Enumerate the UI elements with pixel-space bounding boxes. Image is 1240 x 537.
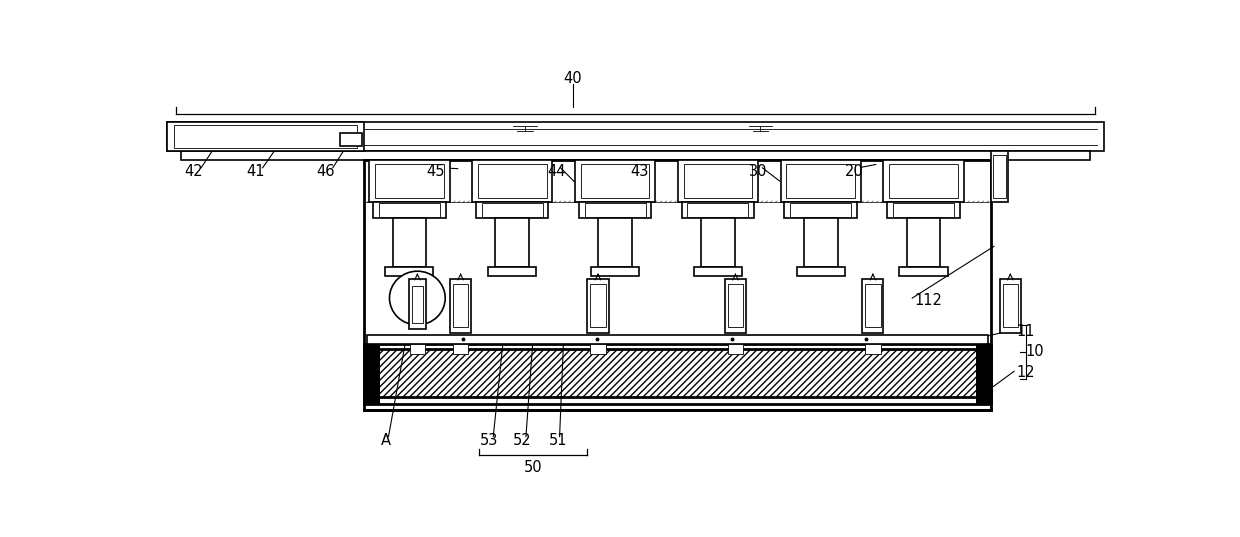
Bar bbox=[365, 161, 991, 410]
Bar bbox=[889, 164, 957, 198]
Bar bbox=[976, 344, 991, 403]
Text: 46: 46 bbox=[316, 164, 335, 179]
Bar bbox=[683, 164, 753, 198]
Text: 50: 50 bbox=[523, 460, 542, 475]
Bar bbox=[862, 279, 883, 333]
Bar bbox=[906, 218, 940, 267]
Text: 20: 20 bbox=[844, 164, 864, 179]
Bar bbox=[366, 349, 990, 397]
Text: 12: 12 bbox=[1016, 365, 1034, 380]
Bar bbox=[888, 202, 960, 218]
Bar bbox=[796, 267, 844, 276]
Bar bbox=[781, 161, 861, 202]
Bar bbox=[453, 284, 469, 327]
Bar bbox=[999, 279, 1021, 333]
Bar bbox=[899, 267, 947, 276]
Bar bbox=[993, 155, 1007, 198]
Bar bbox=[579, 202, 651, 218]
Bar bbox=[1003, 284, 1018, 327]
Bar bbox=[590, 344, 605, 354]
Bar bbox=[489, 267, 536, 276]
Bar bbox=[386, 267, 434, 276]
Bar bbox=[374, 164, 444, 198]
Text: 11: 11 bbox=[1016, 324, 1034, 339]
Bar bbox=[181, 151, 1090, 161]
Bar bbox=[367, 335, 988, 344]
Bar bbox=[450, 279, 471, 333]
Bar bbox=[883, 161, 963, 202]
Bar bbox=[584, 204, 646, 216]
Bar bbox=[365, 344, 379, 403]
Bar bbox=[409, 279, 427, 329]
Text: 52: 52 bbox=[512, 433, 531, 448]
Text: 10: 10 bbox=[1025, 344, 1044, 359]
Bar bbox=[991, 151, 1008, 202]
Bar bbox=[728, 344, 743, 354]
Bar bbox=[370, 161, 450, 202]
Bar bbox=[365, 344, 991, 403]
Bar bbox=[477, 164, 547, 198]
Bar bbox=[166, 121, 365, 151]
Bar bbox=[804, 218, 837, 267]
Bar bbox=[790, 204, 851, 216]
Bar bbox=[373, 202, 445, 218]
Text: 42: 42 bbox=[184, 164, 202, 179]
Bar bbox=[687, 204, 749, 216]
Bar bbox=[496, 218, 529, 267]
Bar bbox=[678, 161, 758, 202]
Bar bbox=[341, 133, 362, 146]
Bar bbox=[476, 202, 548, 218]
Bar bbox=[893, 204, 954, 216]
Text: 43: 43 bbox=[631, 164, 649, 179]
Bar bbox=[785, 202, 857, 218]
Text: 44: 44 bbox=[547, 164, 565, 179]
Text: 40: 40 bbox=[564, 71, 583, 86]
Bar bbox=[590, 284, 605, 327]
Bar bbox=[728, 284, 743, 327]
Bar bbox=[598, 218, 632, 267]
Ellipse shape bbox=[389, 271, 445, 325]
Text: 53: 53 bbox=[480, 433, 498, 448]
Text: 45: 45 bbox=[427, 164, 444, 179]
Bar bbox=[786, 164, 856, 198]
Bar bbox=[472, 161, 552, 202]
Text: 112: 112 bbox=[914, 293, 942, 308]
Bar bbox=[866, 284, 880, 327]
Bar bbox=[379, 204, 440, 216]
Bar bbox=[453, 344, 469, 354]
Bar bbox=[412, 286, 423, 323]
Bar bbox=[682, 202, 754, 218]
Bar bbox=[481, 204, 543, 216]
Text: 51: 51 bbox=[549, 433, 568, 448]
Bar bbox=[591, 267, 639, 276]
Bar bbox=[588, 279, 609, 333]
Text: A: A bbox=[381, 433, 391, 448]
Bar bbox=[166, 121, 1105, 151]
Bar bbox=[575, 161, 655, 202]
Bar bbox=[393, 218, 427, 267]
Bar bbox=[701, 218, 735, 267]
Bar bbox=[725, 279, 746, 333]
Text: 41: 41 bbox=[247, 164, 265, 179]
Text: 30: 30 bbox=[749, 164, 768, 179]
Bar bbox=[174, 125, 357, 148]
Bar bbox=[580, 164, 650, 198]
Bar bbox=[694, 267, 742, 276]
Bar bbox=[866, 344, 880, 354]
Bar bbox=[409, 344, 425, 354]
